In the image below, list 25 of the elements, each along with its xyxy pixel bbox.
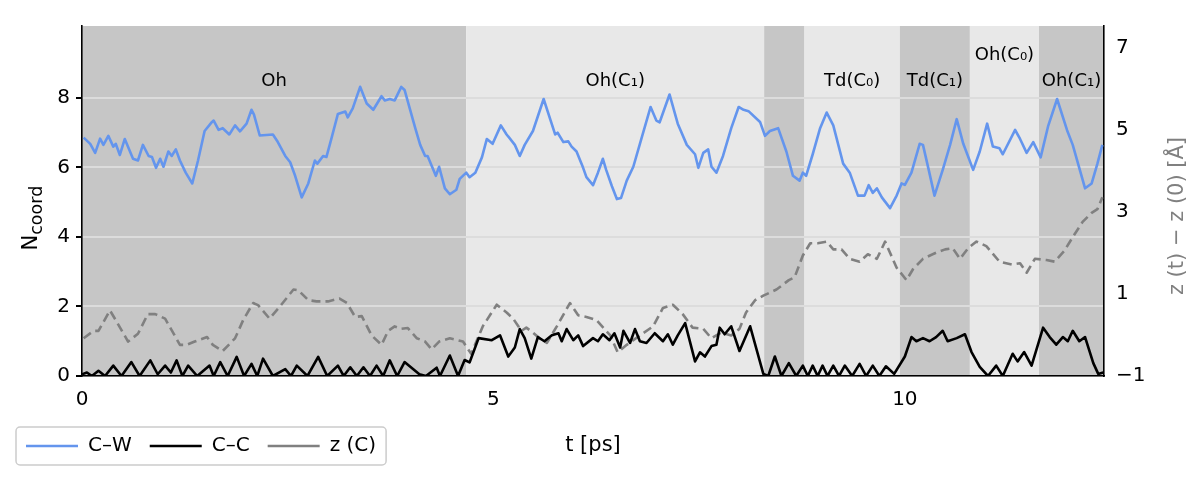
y-tick-label: 0	[57, 362, 70, 387]
y-tick-label: 4	[57, 223, 70, 248]
y-tick-label: 6	[57, 153, 70, 178]
band-label: Oh(C₀)	[974, 43, 1035, 64]
y2-tick-label: 3	[1116, 198, 1129, 223]
x-tick-label: 5	[487, 386, 500, 411]
line-series	[82, 196, 1104, 356]
band-label: Td(C₁)	[905, 69, 964, 90]
band-label: Oh(C₁)	[1041, 69, 1102, 90]
y2-tick-label: 7	[1116, 34, 1129, 59]
y2-tick-label: 5	[1116, 116, 1129, 141]
y-tick-label: 8	[57, 84, 70, 109]
y2-tick-label: −1	[1116, 362, 1146, 387]
band-label: Td(C₀)	[823, 69, 881, 90]
y-tick-label: 2	[57, 292, 70, 317]
y2-tick-label: 1	[1116, 280, 1129, 305]
x-axis-title: t [ps]	[564, 432, 622, 456]
legend-label: C–C	[211, 432, 250, 457]
legend-label: C–W	[88, 432, 132, 457]
x-tick-label: 10	[892, 386, 918, 411]
x-tick-label: 0	[75, 386, 89, 411]
y2-axis-title: z (t) − z (0) [Å]	[1164, 135, 1188, 298]
band-label: Oh	[261, 69, 287, 90]
legend-label: z (C)	[329, 432, 377, 457]
band-label: Oh(C₁)	[585, 69, 645, 90]
